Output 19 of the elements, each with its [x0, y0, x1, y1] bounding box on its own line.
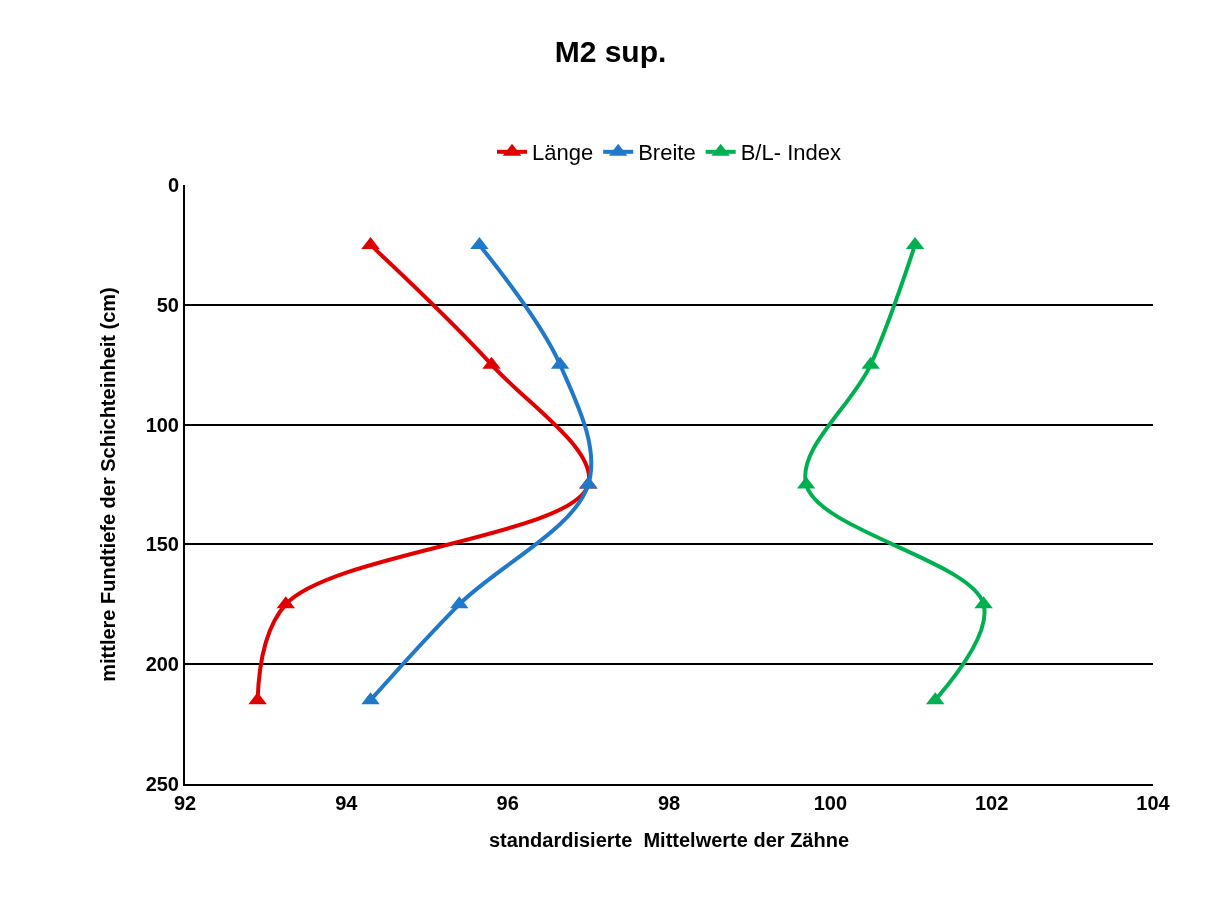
- legend-label: Breite: [638, 140, 696, 166]
- legend-label: Länge: [532, 140, 594, 166]
- y-tick-label: 100: [145, 413, 179, 436]
- x-tick-label: 100: [813, 792, 848, 814]
- x-tick-label: 94: [335, 792, 359, 814]
- legend-label: B/L- Index: [740, 140, 841, 166]
- y-tick-label: 200: [145, 653, 179, 676]
- x-tick-label: 102: [974, 792, 1009, 814]
- y-axis-title: mittlere Fundtiefe der Schichteinheit (cm): [96, 287, 119, 682]
- x-tick-label: 104: [1136, 792, 1171, 814]
- y-tick-label: 0: [167, 174, 179, 196]
- x-tick-label: 98: [657, 792, 681, 814]
- y-tick-label: 50: [156, 293, 179, 316]
- chart-title: M2 sup.: [554, 34, 667, 68]
- x-tick-label: 92: [173, 792, 197, 814]
- x-tick-label: 96: [496, 792, 519, 814]
- y-tick-label: 250: [145, 773, 179, 795]
- x-axis-title: standardisierte Mittelwerte der Zähne: [488, 829, 850, 851]
- y-tick-label: 150: [145, 533, 179, 556]
